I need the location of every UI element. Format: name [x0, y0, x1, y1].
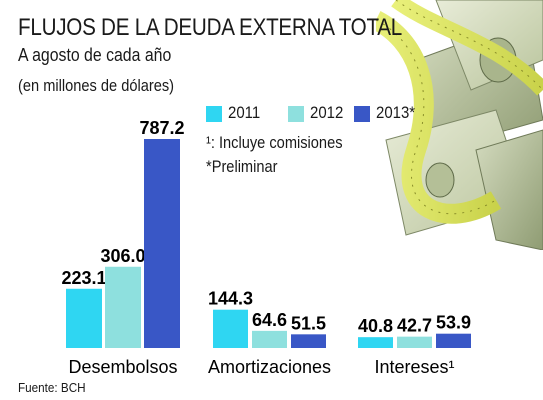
value-label-0-2: 787.2	[139, 118, 184, 138]
legend-label-2011: 2011	[228, 103, 261, 122]
bar-1-2	[291, 334, 326, 348]
category-label-0: Desembolsos	[68, 357, 177, 377]
value-label-1-2: 51.5	[291, 313, 326, 333]
value-label-1-1: 64.6	[252, 310, 287, 330]
money-tape-illustration	[376, 0, 543, 250]
value-label-2-1: 42.7	[397, 316, 432, 336]
category-label-2: Intereses¹	[374, 357, 454, 377]
value-label-2-0: 40.8	[358, 316, 393, 336]
value-label-0-0: 223.1	[61, 268, 106, 288]
category-label-1: Amortizaciones	[208, 357, 331, 377]
bar-0-0	[66, 288, 102, 348]
bar-2-2	[436, 333, 471, 348]
legend-swatch-2012	[288, 106, 304, 122]
source-note: Fuente: BCH	[18, 380, 86, 395]
bar-1-0	[213, 309, 248, 348]
footnote-preliminar: *Preliminar	[206, 157, 278, 176]
bar-2-1	[397, 336, 432, 348]
bar-0-1	[105, 266, 141, 348]
bar-0-2	[144, 139, 180, 348]
value-label-0-1: 306.0	[100, 246, 145, 266]
legend-label-2012: 2012	[310, 103, 344, 122]
chart-subtitle: A agosto de cada año	[18, 45, 172, 65]
legend-label-2013: 2013*	[376, 103, 416, 122]
bar-2-0	[358, 337, 393, 348]
units-note: (en millones de dólares)	[18, 76, 175, 95]
legend-swatch-2013	[354, 106, 370, 122]
footnote-comisiones: ¹: Incluye comisiones	[206, 133, 343, 152]
legend-swatch-2011	[206, 106, 222, 122]
bar-1-1	[252, 330, 287, 348]
value-label-1-0: 144.3	[208, 289, 253, 309]
chart-title: FLUJOS DE LA DEUDA EXTERNA TOTAL	[18, 14, 403, 41]
value-label-2-2: 53.9	[436, 313, 471, 333]
